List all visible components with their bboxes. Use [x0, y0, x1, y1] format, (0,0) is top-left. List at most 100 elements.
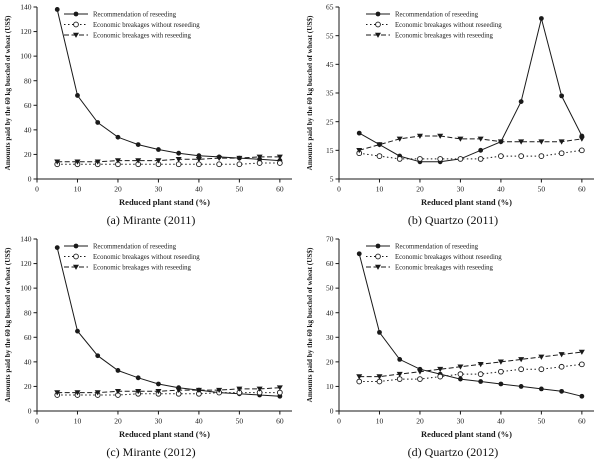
y-tick-label: 60 [24, 101, 32, 110]
filled-triangle-icon [375, 32, 381, 38]
x-tick-label: 40 [195, 185, 203, 194]
y-tick-label: 40 [326, 308, 334, 317]
filled-circle-marker [478, 379, 484, 384]
open-circle-marker [498, 153, 504, 159]
y-tick-label: 10 [326, 382, 334, 391]
series-markers-recommendation-of-reseeding [54, 7, 283, 163]
open-circle-marker [256, 160, 263, 166]
y-tick-label: 30 [326, 333, 334, 342]
y-tick-label: 40 [24, 357, 32, 366]
filled-circle-marker [538, 16, 544, 21]
series-markers-economic-breakages-with-reseeding [356, 349, 585, 380]
filled-triangle-marker [155, 389, 162, 395]
x-tick-label: 50 [538, 417, 546, 426]
filled-triangle-marker [74, 159, 81, 165]
filled-circle-marker [115, 134, 121, 140]
legend-label: Economic breakages without reseeding [395, 254, 502, 261]
y-axis-label: Amounts paid by the 60 kg buschel of whe… [4, 15, 12, 170]
y-axis-label: Amounts paid by the 60 kg buschel of whe… [4, 247, 12, 402]
filled-triangle-marker [114, 389, 121, 395]
filled-triangle-marker [578, 349, 585, 355]
chart-caption-d: (d) Quartzo (2012) [407, 445, 499, 459]
x-tick-label: 20 [114, 185, 122, 194]
chart-panel-d: 0 10 20 30 40 50 60 0 10 20 30 40 50 60 70 Reduced plan… [302, 232, 604, 464]
series-markers-economic-breakages-with-reseeding [54, 154, 283, 165]
filled-triangle-icon [73, 32, 79, 38]
open-circle-marker [518, 366, 524, 373]
legend: Recommendation of reseeding Economic brea… [366, 243, 502, 272]
series-markers-economic-breakages-with-reseeding [356, 133, 585, 154]
chart-d-svg: 0 10 20 30 40 50 60 0 10 20 30 40 50 60 70 Reduced plan… [306, 235, 594, 439]
y-tick-label: 120 [20, 259, 32, 268]
filled-triangle-marker [477, 136, 484, 142]
legend-label: Recommendation of reseeding [93, 12, 177, 19]
filled-circle-marker [54, 245, 60, 250]
filled-circle-marker [196, 153, 202, 159]
x-tick-label: 40 [497, 417, 505, 426]
legend-label: Economic breakages with reseeding [93, 33, 192, 40]
series-line-economic-breakages-with-reseeding [359, 351, 582, 378]
legend-label: Recommendation of reseeding [395, 244, 479, 251]
x-tick-label: 50 [236, 417, 244, 426]
chart-panel-a: 0 10 20 30 40 50 60 0 20 40 60 80 100 120 140 Reduced p… [0, 0, 302, 232]
x-tick-label: 30 [457, 185, 465, 194]
x-tick-label: 50 [538, 185, 546, 194]
y-tick-label: 80 [24, 308, 32, 317]
filled-circle-marker [518, 99, 524, 104]
legend-label: Economic breakages without reseeding [93, 22, 200, 29]
tick-labels: 0 10 20 30 40 50 60 0 20 40 60 80 100 120 140 [20, 3, 284, 194]
open-circle-marker [417, 156, 423, 162]
legend: Recommendation of reseeding Economic brea… [64, 243, 200, 272]
filled-triangle-marker [236, 155, 243, 162]
open-circle-marker [396, 376, 403, 382]
filled-triangle-marker [356, 148, 363, 154]
filled-triangle-marker [54, 390, 61, 396]
y-tick-label: 35 [326, 89, 334, 98]
chart-panel-b: 0 10 20 30 40 50 60 5 15 25 35 45 55 65 Reduced plant … [302, 0, 604, 232]
legend-label: Economic breakages without reseeding [93, 254, 200, 261]
chart-a-svg: 0 10 20 30 40 50 60 0 20 40 60 80 100 120 140 Reduced p… [4, 3, 292, 207]
open-circle-marker [277, 160, 283, 166]
filled-triangle-marker [558, 139, 565, 145]
series-line-recommendation-of-reseeding [56, 247, 280, 397]
filled-triangle-marker [216, 387, 223, 394]
chart-panel-c: 0 10 20 30 40 50 60 0 20 40 60 80 100 120 140 Reduced p… [0, 232, 302, 464]
y-tick-label: 15 [326, 146, 334, 155]
filled-triangle-marker [376, 142, 383, 148]
filled-triangle-marker [114, 158, 121, 164]
series-line-economic-breakages-without-reseeding [57, 162, 280, 165]
legend-label: Recommendation of reseeding [93, 244, 177, 251]
open-circle-marker [538, 153, 545, 159]
tick-labels: 0 10 20 30 40 50 60 5 15 25 35 45 55 65 [326, 3, 586, 194]
filled-triangle-marker [578, 136, 585, 142]
y-tick-label: 25 [326, 117, 334, 126]
open-circle-marker [457, 371, 464, 377]
filled-triangle-marker [396, 371, 403, 378]
x-axis-label: Reduced plant stand (%) [421, 429, 512, 439]
filled-triangle-marker [236, 386, 243, 392]
filled-circle-marker [75, 328, 80, 334]
series-markers-economic-breakages-without-reseeding [54, 389, 283, 398]
open-circle-marker [356, 378, 363, 385]
axes [36, 7, 292, 180]
filled-triangle-marker [195, 387, 202, 394]
filled-triangle-marker [538, 354, 545, 360]
filled-triangle-marker [457, 136, 464, 142]
y-tick-label: 55 [326, 31, 334, 40]
x-tick-label: 30 [457, 417, 465, 426]
filled-triangle-marker [155, 158, 162, 164]
filled-triangle-marker [437, 366, 444, 373]
x-tick-label: 60 [276, 417, 284, 426]
series-line-economic-breakages-without-reseeding [359, 363, 582, 382]
x-tick-label: 50 [236, 185, 244, 194]
open-circle-marker [579, 361, 585, 368]
chart-c-svg: 0 10 20 30 40 50 60 0 20 40 60 80 100 120 140 Reduced p… [4, 235, 292, 439]
x-tick-label: 10 [74, 417, 82, 426]
y-tick-label: 60 [326, 259, 334, 268]
filled-circle-marker [579, 393, 585, 399]
y-tick-label: 20 [24, 150, 32, 159]
x-axis-label: Reduced plant stand (%) [421, 197, 512, 207]
filled-triangle-marker [135, 158, 142, 164]
x-tick-label: 60 [276, 185, 284, 194]
open-circle-marker [175, 161, 182, 168]
